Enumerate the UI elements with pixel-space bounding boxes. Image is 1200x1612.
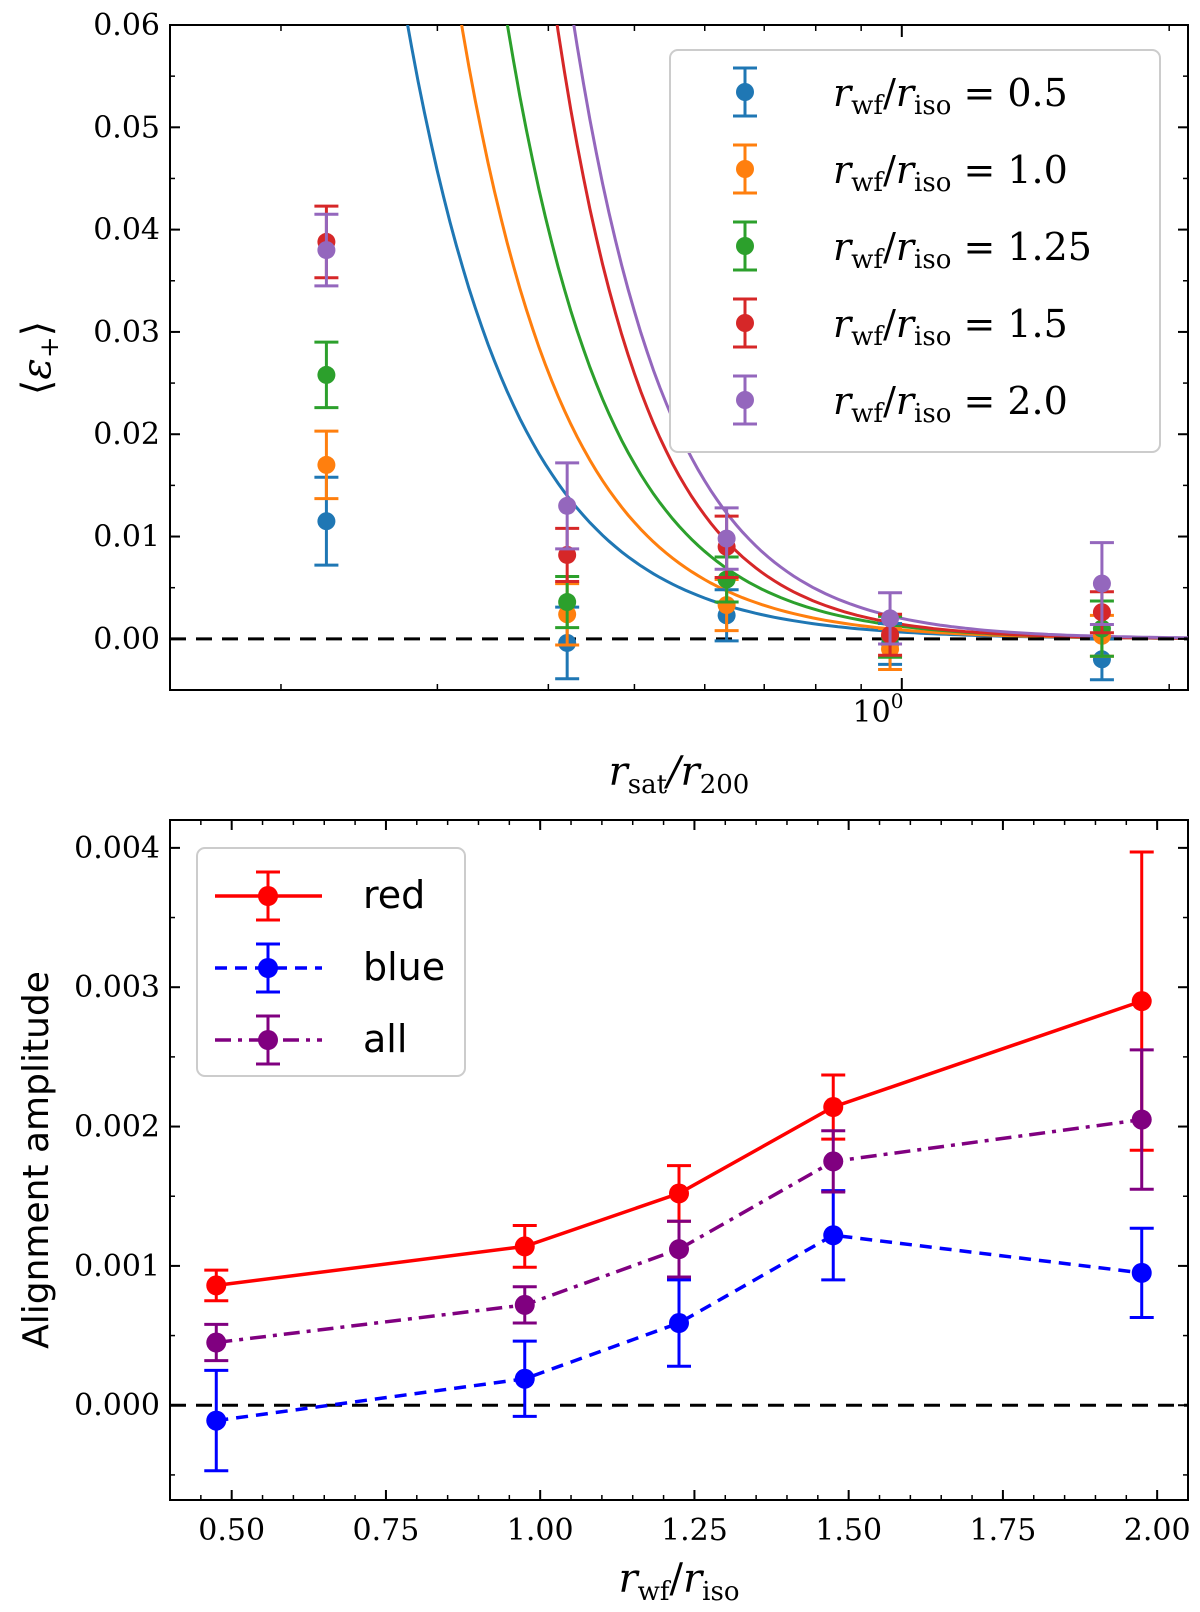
top-fit-curve-3	[555, 25, 1188, 640]
top-y-axis-title: ⟨ε+⟩	[14, 321, 65, 395]
bottom-legend: red blue all	[196, 847, 466, 1077]
top-legend-markers	[733, 66, 757, 426]
bottom-legend-marker-blue	[215, 942, 322, 994]
top-legend-marker-2	[733, 220, 757, 272]
top-y-tick-label: 0.00	[93, 622, 160, 657]
bottom-point-all-2	[667, 1219, 691, 1279]
top-legend-label-1.0: rwf/riso = 1.0	[833, 148, 1068, 198]
bottom-point-blue-0	[204, 1368, 229, 1473]
bottom-x-tick-label: 1.75	[970, 1513, 1037, 1548]
top-legend-marker-4	[733, 374, 757, 426]
bottom-legend-label-red: red	[363, 873, 425, 917]
bottom-y-tick-label: 0.002	[74, 1110, 160, 1145]
top-axis-ticks: 0.00 0.01 0.02 0.03 0.04 0.05 0.06	[93, 8, 1188, 691]
top-point-s2-p2	[714, 555, 739, 604]
top-panel: 0.00 0.01 0.02 0.03 0.04 0.05 0.06 100 rsat/r2…	[14, 8, 1189, 800]
top-legend-label-0.5: rwf/riso = 0.5	[833, 71, 1068, 121]
bottom-y-tick-label: 0.003	[74, 970, 160, 1005]
top-y-tick-label: 0.04	[93, 213, 160, 248]
bottom-series-line-blue	[216, 1233, 1142, 1423]
top-legend-label-1.5: rwf/riso = 1.5	[833, 302, 1068, 352]
bottom-y-tick-label: 0.001	[74, 1249, 160, 1284]
top-x-axis-title: rsat/r200	[609, 749, 750, 800]
top-point-s2-p0	[314, 340, 339, 410]
top-point-s4-p0	[314, 212, 339, 288]
bottom-point-blue-2	[667, 1278, 691, 1368]
bottom-y-tick-label: 0.004	[74, 831, 160, 866]
top-point-s4-p1	[555, 461, 580, 551]
top-plot-frame	[169, 24, 1189, 691]
bottom-legend-marker-all	[215, 1014, 322, 1066]
bottom-legend-markers	[215, 870, 322, 1066]
top-data-points	[314, 204, 1114, 682]
bottom-point-red-1	[512, 1223, 537, 1269]
bottom-panel: 0.000 0.001 0.002 0.003 0.004 0.50 0.75 1.00 1.2…	[16, 819, 1191, 1607]
bottom-legend-label-blue: blue	[363, 945, 445, 989]
bottom-point-all-1	[512, 1285, 537, 1325]
top-legend-marker-0	[733, 66, 757, 118]
bottom-legend-marker-red	[215, 870, 322, 922]
bottom-x-tick-label: 1.25	[661, 1513, 728, 1548]
top-legend-label-1.25: rwf/riso = 1.25	[833, 225, 1092, 275]
top-y-tick-label: 0.01	[93, 520, 160, 555]
bottom-point-blue-4	[1129, 1226, 1154, 1319]
bottom-x-tick-label: 0.75	[353, 1513, 420, 1548]
top-legend-box	[669, 49, 1161, 453]
top-point-s4-p2	[714, 506, 739, 571]
bottom-y-tick-label: 0.000	[74, 1388, 160, 1423]
bottom-point-blue-3	[821, 1189, 846, 1282]
bottom-point-all-0	[204, 1322, 229, 1363]
top-legend-marker-1	[733, 143, 757, 195]
top-point-s3-p1	[555, 526, 580, 584]
top-y-tick-label: 0.05	[93, 110, 160, 145]
top-legend-label-2.0: rwf/riso = 2.0	[833, 379, 1068, 429]
top-x-tick-label-1e0: 100	[853, 689, 904, 730]
top-point-s4-p3	[878, 591, 903, 646]
top-point-s1-p0	[314, 429, 339, 501]
bottom-point-all-4	[1129, 1048, 1154, 1191]
top-point-s4-p4	[1089, 541, 1114, 627]
bottom-axis-ticks: 0.000 0.001 0.002 0.003 0.004 0.50 0.75 1.00 1.2…	[74, 820, 1191, 1548]
bottom-x-axis-title: rwf/riso	[619, 1556, 740, 1607]
bottom-plot-frame	[169, 819, 1189, 1501]
top-y-tick-label: 0.03	[93, 315, 160, 350]
bottom-point-blue-1	[512, 1339, 537, 1418]
top-y-tick-label: 0.06	[93, 8, 160, 43]
top-y-tick-label: 0.02	[93, 417, 160, 452]
top-legend-marker-3	[733, 297, 757, 349]
bottom-data-points	[204, 850, 1154, 1473]
top-legend: rwf/riso = 0.5 rwf/riso = 1.0 rwf/riso =…	[669, 49, 1161, 453]
bottom-point-red-0	[204, 1268, 229, 1303]
bottom-x-tick-label: 1.50	[815, 1513, 882, 1548]
bottom-point-red-2	[667, 1164, 691, 1223]
bottom-y-axis-title: Alignment amplitude	[16, 971, 57, 1349]
bottom-x-tick-label: 1.00	[507, 1513, 574, 1548]
bottom-point-all-3	[821, 1129, 846, 1194]
bottom-x-tick-label: 2.00	[1124, 1513, 1191, 1548]
bottom-series-line-all	[216, 1117, 1142, 1345]
bottom-legend-label-all: all	[363, 1017, 407, 1061]
bottom-x-tick-label: 0.50	[198, 1513, 265, 1548]
